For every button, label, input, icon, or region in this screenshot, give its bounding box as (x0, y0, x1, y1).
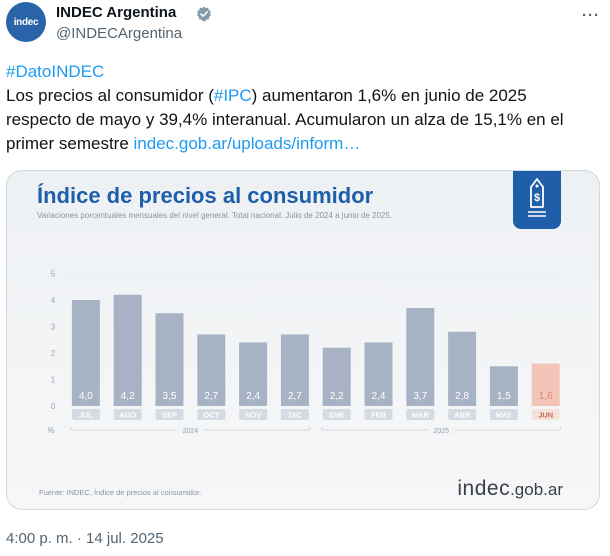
category-pill (448, 409, 477, 420)
bar (113, 294, 142, 406)
tweet-text-part: primer semestre (6, 134, 134, 153)
bar-value-label: 2,7 (204, 391, 218, 402)
bar-chart: 0 1 2 3 4 5% 4,0 JUL 4,2 AGO 3,5 SEP 2,7 OCT 2,4 NOV 2,7… (47, 270, 567, 435)
category-pill (489, 409, 518, 420)
media-image[interactable]: Índice de precios al consumidor Variacio… (6, 170, 600, 510)
category-pill (113, 409, 142, 420)
bar-value-label: 2,4 (246, 391, 260, 402)
category-pill (322, 409, 351, 420)
tweet-header: indec INDEC Argentina @INDECArgentina ··… (6, 2, 604, 46)
bar (280, 334, 309, 406)
verified-badge-icon (197, 6, 211, 22)
category-label: AGO (119, 411, 136, 420)
price-tag-icon: $ (528, 178, 546, 217)
category-label: DIC (288, 411, 302, 420)
year-label-bg (427, 425, 456, 435)
bar (448, 331, 477, 406)
category-label: ENE (329, 411, 344, 420)
tweet-text-part: Los precios al consumidor ( (6, 86, 214, 105)
year-label-bg (176, 425, 205, 435)
more-options-icon[interactable]: ··· (582, 6, 600, 24)
bar (406, 307, 435, 406)
avatar-text: indec (13, 16, 39, 28)
indec-logo: indec.gob.ar (457, 477, 563, 501)
category-label: MAR (412, 411, 430, 420)
category-label: JUL (79, 411, 94, 420)
bar (364, 342, 393, 406)
logo-main: indec (457, 477, 511, 500)
bar (322, 347, 351, 406)
display-name[interactable]: INDEC Argentina (56, 4, 177, 21)
tweet-text: #DatoINDEC Los precios al consumidor (#I… (6, 60, 602, 156)
bar (155, 313, 184, 406)
chart-title: Índice de precios al consumidor (37, 183, 374, 208)
bar-value-label: 2,2 (330, 391, 344, 402)
category-label: SEP (162, 411, 177, 420)
category-pill (239, 409, 268, 420)
svg-text:$: $ (534, 192, 540, 204)
category-pill (364, 409, 393, 420)
category-pill (280, 409, 309, 420)
bar (197, 334, 226, 406)
category-label: MAY (496, 411, 512, 420)
bar (71, 300, 100, 406)
tweet-text-part: ) aumentaron 1,6% en junio de 2025 (251, 86, 527, 105)
y-tick-label: 5 (51, 270, 56, 279)
chart-subtitle: Variaciones porcentuales mensuales del n… (37, 211, 393, 220)
category-label: FEB (371, 411, 387, 420)
y-tick-label: 3 (51, 323, 56, 332)
category-pill (155, 409, 184, 420)
handle[interactable]: @INDECArgentina (56, 25, 183, 42)
indec-badge: $ (513, 171, 561, 229)
bar (531, 363, 560, 406)
tweet-link[interactable]: indec.gob.ar/uploads/inform… (133, 134, 361, 153)
bar-value-label: 1,6 (539, 391, 553, 402)
bar-value-label: 3,7 (413, 391, 427, 402)
category-label: JUN (538, 411, 553, 420)
category-label: OCT (203, 411, 219, 420)
bar-value-label: 2,8 (455, 391, 469, 402)
year-group-label: 2025 (433, 428, 449, 435)
bar (489, 366, 518, 406)
year-group-label: 2024 (183, 428, 199, 435)
tweet-text-line: respecto de mayo y 39,4% interanual. Acu… (6, 110, 564, 129)
bar-value-label: 4,0 (79, 391, 93, 402)
category-label: ABR (454, 411, 471, 420)
hashtag-ipc[interactable]: #IPC (213, 86, 252, 105)
bar-value-label: 2,4 (372, 391, 386, 402)
y-tick-label: 1 (51, 376, 56, 385)
bar-value-label: 4,2 (121, 391, 135, 402)
category-pill (531, 409, 560, 420)
y-tick-label: 4 (51, 296, 56, 305)
avatar[interactable]: indec (6, 2, 46, 42)
category-label: NOV (245, 411, 261, 420)
bar (239, 342, 268, 406)
logo-suffix: .gob.ar (510, 480, 563, 499)
y-axis-label: % (47, 426, 54, 435)
y-tick-label: 0 (51, 402, 56, 411)
bar-value-label: 1,5 (497, 391, 511, 402)
category-pill (406, 409, 435, 420)
category-pill (71, 409, 100, 420)
y-tick-label: 2 (51, 349, 56, 358)
bar-value-label: 3,5 (163, 391, 177, 402)
bar-value-label: 2,7 (288, 391, 302, 402)
chart-source: Fuente: INDEC, Índice de precios al cons… (39, 488, 202, 497)
hashtag-datoindec[interactable]: #DatoINDEC (6, 62, 105, 81)
category-pill (197, 409, 226, 420)
timestamp[interactable]: 4:00 p. m. · 14 jul. 2025 (6, 530, 164, 547)
